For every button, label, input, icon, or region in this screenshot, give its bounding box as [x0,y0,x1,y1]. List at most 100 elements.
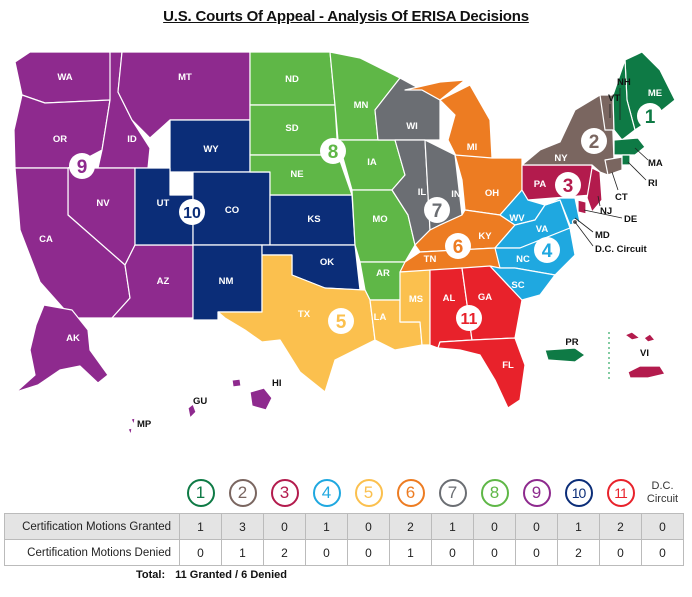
table-cell: 0 [641,513,684,540]
svg-text:6: 6 [453,237,464,258]
label-TX: TX [298,309,311,320]
state-MI-UP [404,79,466,101]
label-ME: ME [648,88,662,99]
label-MI: MI [467,142,478,153]
label-MA: MA [648,158,663,169]
circuit-1-badge: 1 [186,479,215,507]
label-WY: WY [203,144,219,155]
label-AK: AK [66,333,80,344]
state-CT [604,156,623,176]
svg-text:4: 4 [542,241,553,262]
label-TN: TN [424,254,437,265]
table-cell: 0 [347,513,390,540]
table-cell: 1 [431,513,474,540]
label-NH: NH [617,77,631,88]
table-cell: 0 [515,513,558,540]
leader-nj [597,195,601,207]
row-label: Certification Motions Denied [4,539,180,566]
state-MP [127,417,136,436]
leader-ma [634,147,649,161]
map-circuit-badge-11: 11 [456,305,482,331]
total-value: 11 Granted / 6 Denied [175,569,287,581]
map-circuit-badge-9: 9 [69,153,95,179]
label-PR: PR [565,337,578,348]
map-circuit-badge-5: 5 [328,308,354,334]
page-title: U.S. Courts Of Appeal - Analysis Of ERIS… [163,8,529,25]
state-HI-2 [231,378,242,388]
svg-text:8: 8 [328,142,339,163]
svg-text:2: 2 [589,132,600,153]
state-SC [489,265,556,301]
label-OR: OR [53,134,67,145]
label-CO: CO [225,205,239,216]
label-CT: CT [615,192,628,203]
leader-md [574,217,594,233]
map-circuit-badge-7: 7 [424,197,450,223]
state-NH [612,59,636,141]
label-OK: OK [320,257,334,268]
label-SD: SD [285,123,298,134]
label-GA: GA [478,292,492,303]
label-CA: CA [39,234,53,245]
us-circuit-map: 1 2 3 4 5 6 7 8 9 10 11 WA OR CA NV ID M… [13,51,676,436]
leader-dc [574,221,594,247]
label-VT: VT [608,93,620,104]
state-VI [624,331,666,379]
table-cell: 0 [263,513,306,540]
label-WA: WA [57,72,72,83]
state-AK [15,304,109,393]
circuit-7-badge: 7 [438,479,467,507]
row-label: Certification Motions Granted [4,513,180,540]
table-cell: 1 [557,513,600,540]
table-cell: 2 [389,513,432,540]
label-MO: MO [372,214,387,225]
label-WV: WV [509,213,525,224]
circuit-2-badge: 2 [228,479,257,507]
total-summary: Total: 11 Granted / 6 Denied [136,569,287,581]
leader-ri [627,161,647,181]
label-RI: RI [648,178,658,189]
circuit-10-badge: 10 [564,479,593,507]
state-OR [13,94,111,169]
label-MN: MN [354,100,369,111]
label-ND: ND [285,74,299,85]
label-KS: KS [307,214,320,225]
state-TX [217,254,376,393]
dc-circuit-header: D.C. Circuit [646,480,679,505]
label-IL: IL [418,187,427,198]
label-UT: UT [157,198,170,209]
circuit-8-badge: 8 [480,479,509,507]
state-PR [544,347,586,363]
table-cell: 1 [305,513,348,540]
table-cell: 0 [641,539,684,566]
table-cell: 1 [221,539,264,566]
circuit-11-badge: 11 [606,479,635,507]
label-NE: NE [290,169,303,180]
map-circuit-badge-3: 3 [555,172,581,198]
label-MT: MT [178,72,192,83]
label-PA: PA [534,179,547,190]
circuit-9-badge: 9 [522,479,551,507]
state-HI [249,387,273,411]
state-GU [187,403,197,419]
label-OH: OH [485,188,499,199]
total-label: Total: [136,569,166,581]
label-IA: IA [367,157,377,168]
label-SC: SC [511,280,524,291]
table-cell: 0 [515,539,558,566]
label-NJ: NJ [600,206,612,217]
label-AL: AL [443,293,456,304]
circuit-4-badge: 4 [312,479,341,507]
table-row-denied: Certification Motions Denied 0 1 2 0 0 1… [4,539,684,566]
leader-ct [611,171,619,191]
label-HI: HI [272,378,282,389]
label-NV: NV [96,198,110,209]
table-cell: 1 [389,539,432,566]
label-AR: AR [376,268,390,279]
table-cell: 1 [179,513,222,540]
label-LA: LA [374,312,387,323]
map-circuit-badge-6: 6 [445,233,471,259]
label-GU: GU [193,396,207,407]
state-MA [613,137,646,156]
label-AZ: AZ [157,276,170,287]
